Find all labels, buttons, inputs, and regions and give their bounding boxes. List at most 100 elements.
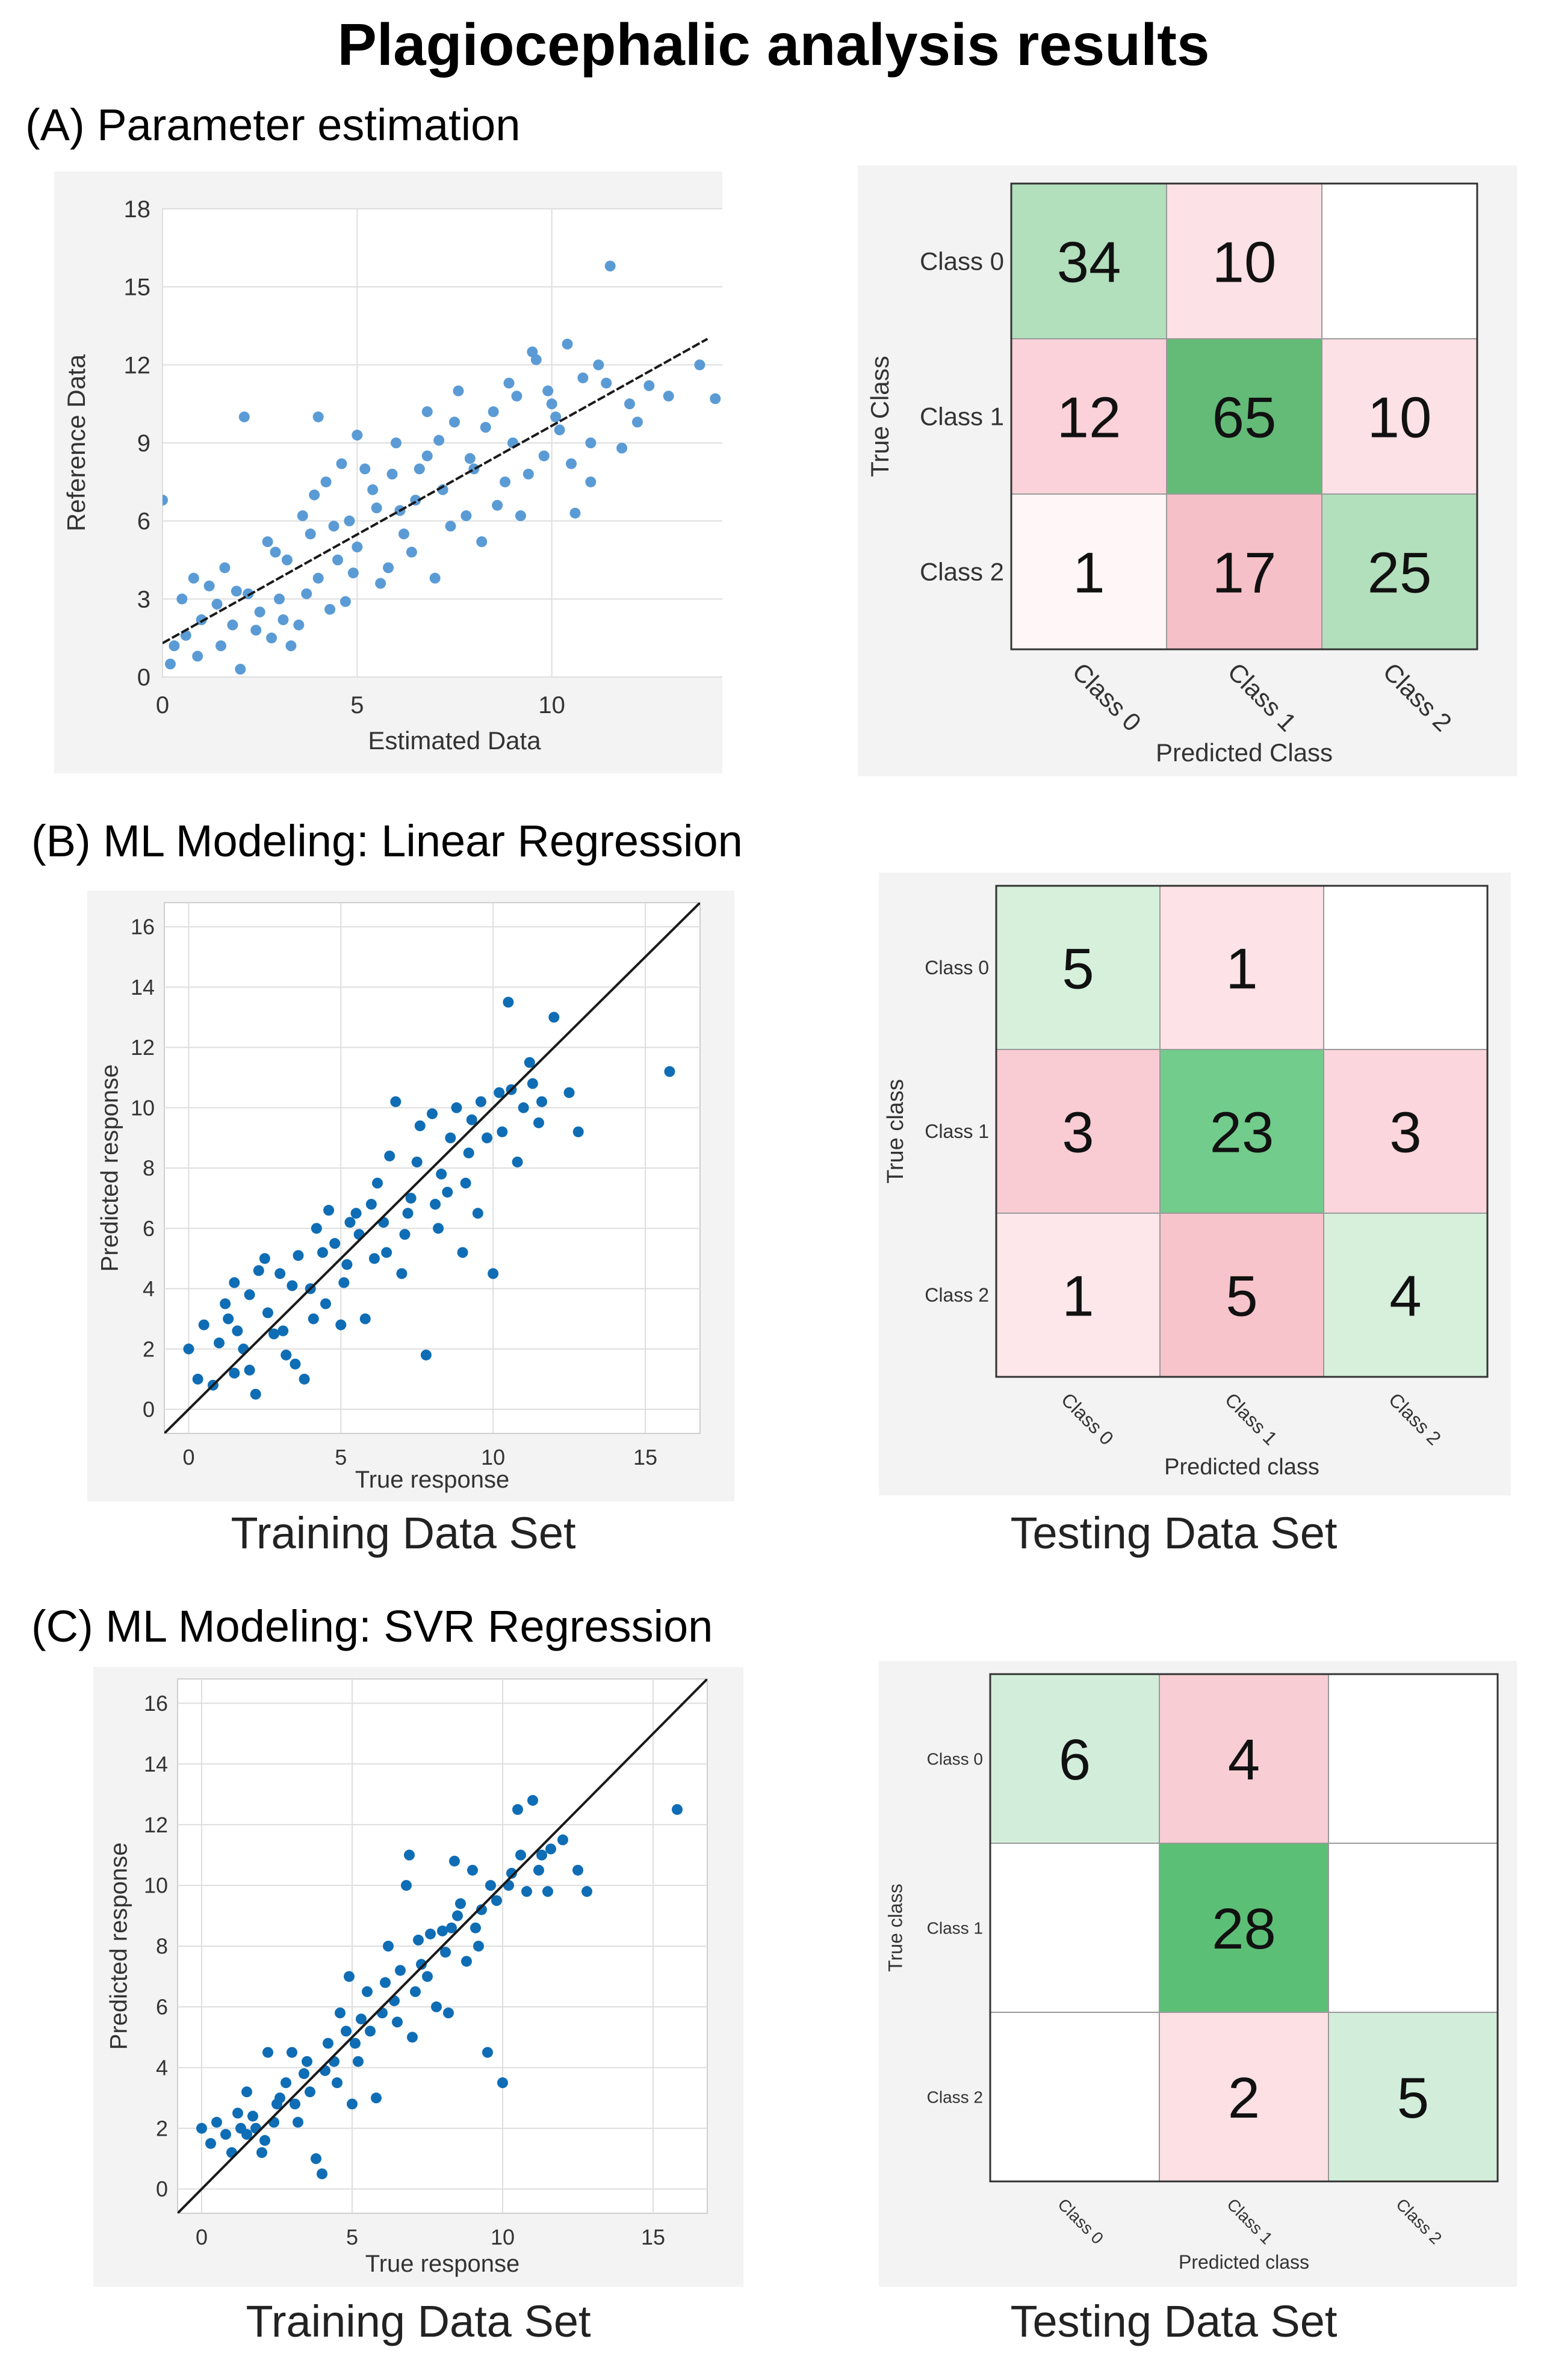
fit-line — [164, 903, 700, 1433]
data-point — [399, 1229, 411, 1240]
data-point — [268, 1328, 280, 1340]
data-point — [420, 1349, 432, 1361]
data-point — [163, 495, 168, 506]
y-axis-label: True Class — [866, 356, 894, 477]
data-point — [323, 2038, 333, 2049]
data-point — [371, 502, 382, 514]
data-point — [281, 1349, 292, 1361]
y-tick-label: 6 — [143, 1216, 155, 1241]
data-point — [533, 1864, 544, 1876]
scatter-chart-b: 0 5 10 15 0 2 4 6 8 10 12 14 16 True response Predicte… — [87, 891, 734, 1501]
matrix-cell — [1323, 1049, 1488, 1214]
data-point — [396, 1268, 408, 1279]
data-point — [371, 2092, 382, 2104]
data-point — [320, 1298, 332, 1309]
y-tick-label: 12 — [131, 1035, 155, 1060]
cell-value: 23 — [1210, 1101, 1274, 1165]
data-point — [536, 1096, 548, 1107]
data-point — [433, 1223, 444, 1234]
data-point — [631, 416, 643, 428]
data-point — [317, 2168, 327, 2180]
data-point — [335, 2008, 346, 2018]
data-point — [227, 619, 238, 631]
x-axis-label: Predicted class — [1164, 1454, 1319, 1480]
matrix-cell — [1321, 183, 1478, 339]
data-point — [365, 2026, 376, 2037]
data-point — [192, 1373, 203, 1385]
data-point — [572, 1864, 583, 1876]
data-point — [398, 528, 409, 540]
x-axis-label: Predicted class — [1179, 2251, 1309, 2273]
data-point — [311, 2153, 321, 2165]
cell-value: 4 — [1228, 1728, 1260, 1792]
data-point — [557, 1834, 568, 1846]
cell-value: 5 — [1226, 1264, 1257, 1329]
data-point — [293, 2116, 303, 2128]
x-axis-label: Estimated Data — [368, 726, 541, 755]
data-point — [563, 1087, 575, 1098]
data-point — [442, 1187, 453, 1198]
data-point — [359, 463, 371, 475]
data-point — [624, 398, 635, 410]
matrix-cell — [1328, 1843, 1498, 2013]
data-point — [312, 572, 324, 584]
y-tick-label: 15 — [124, 274, 151, 301]
x-tick-label: 15 — [641, 2225, 665, 2249]
y-tick-label: 9 — [137, 430, 150, 457]
data-point — [220, 2128, 231, 2140]
x-tick-label: 5 — [346, 2225, 358, 2249]
data-point — [380, 1977, 391, 1988]
data-point — [422, 1971, 433, 1982]
data-point — [274, 593, 285, 605]
y-tick-label: 12 — [124, 352, 151, 379]
matrix-cell — [1328, 1674, 1498, 1844]
x-tick-label: 5 — [335, 1445, 347, 1470]
matrix-cell — [1159, 1674, 1329, 1844]
cell-value: 3 — [1062, 1101, 1094, 1165]
data-point — [287, 2047, 297, 2058]
data-point — [235, 2122, 246, 2134]
cell-value: 3 — [1389, 1101, 1421, 1165]
data-point — [497, 2077, 508, 2089]
data-point — [710, 393, 721, 404]
data-point — [350, 2038, 361, 2049]
data-point — [569, 507, 581, 519]
cell-value: 5 — [1397, 2066, 1429, 2130]
data-point — [362, 1986, 373, 1997]
matrix-cell — [1159, 1049, 1324, 1214]
data-point — [344, 1217, 356, 1228]
data-point — [368, 1253, 380, 1264]
data-point — [198, 1319, 209, 1331]
data-point — [335, 1319, 347, 1331]
data-point — [545, 1843, 556, 1855]
data-point — [312, 411, 324, 422]
y-axis-label: Predicted response — [97, 1065, 123, 1272]
data-point — [452, 1910, 463, 1921]
data-point — [449, 416, 460, 428]
matrix-cell — [1323, 885, 1488, 1050]
data-point — [604, 261, 616, 272]
data-point — [332, 554, 343, 566]
data-point — [663, 391, 674, 402]
data-point — [317, 1247, 328, 1258]
caption-c-testing: Testing Data Set — [1010, 2296, 1338, 2346]
fit-line — [178, 1679, 707, 2213]
data-point — [383, 562, 394, 573]
matrix-cell — [1166, 338, 1322, 495]
data-point — [554, 424, 565, 436]
data-point — [643, 380, 655, 391]
y-tick-label: 2 — [156, 2116, 168, 2140]
data-point — [311, 1223, 322, 1234]
row-label: Class 0 — [925, 957, 989, 978]
cell-value: 10 — [1368, 386, 1432, 450]
data-point — [527, 1078, 538, 1089]
y-tick-label: 4 — [143, 1276, 155, 1301]
y-axis-label: Predicted response — [106, 1843, 132, 2050]
data-point — [299, 1373, 310, 1385]
y-axis-label: Reference Data — [62, 354, 90, 531]
data-point — [521, 1886, 532, 1897]
y-tick-label: 16 — [144, 1691, 168, 1716]
data-point — [353, 2056, 364, 2067]
data-point — [341, 1259, 353, 1270]
data-point — [405, 1193, 417, 1204]
